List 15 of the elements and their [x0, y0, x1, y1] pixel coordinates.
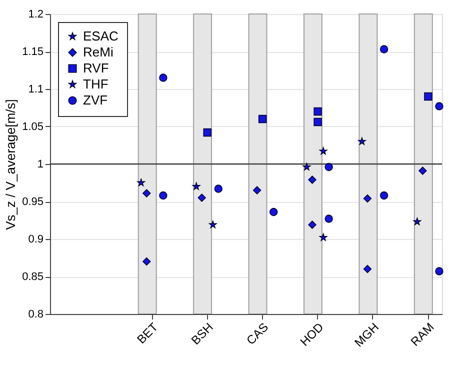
y-tick-label: 1	[37, 158, 44, 170]
legend-label: ESAC	[83, 28, 118, 44]
y-tick-label: 0.85	[22, 271, 44, 283]
y-tick-label: 0.95	[22, 196, 44, 208]
y-tick-label: 0.8	[28, 308, 44, 320]
y-tick-label: 1.15	[22, 46, 44, 58]
legend-label: ReMi	[83, 44, 114, 60]
y-axis-title: Vs_z / V_average[m/s]	[3, 99, 18, 230]
legend-label: RVF	[83, 60, 109, 76]
y-tick-label: 1.05	[22, 121, 44, 133]
y-tick-label: 1.2	[28, 8, 44, 20]
y-tick-label: 1.1	[28, 84, 44, 96]
y-tick-label: 0.9	[28, 234, 44, 246]
legend-label: THF	[83, 76, 108, 92]
legend-label: ZVF	[83, 92, 108, 108]
